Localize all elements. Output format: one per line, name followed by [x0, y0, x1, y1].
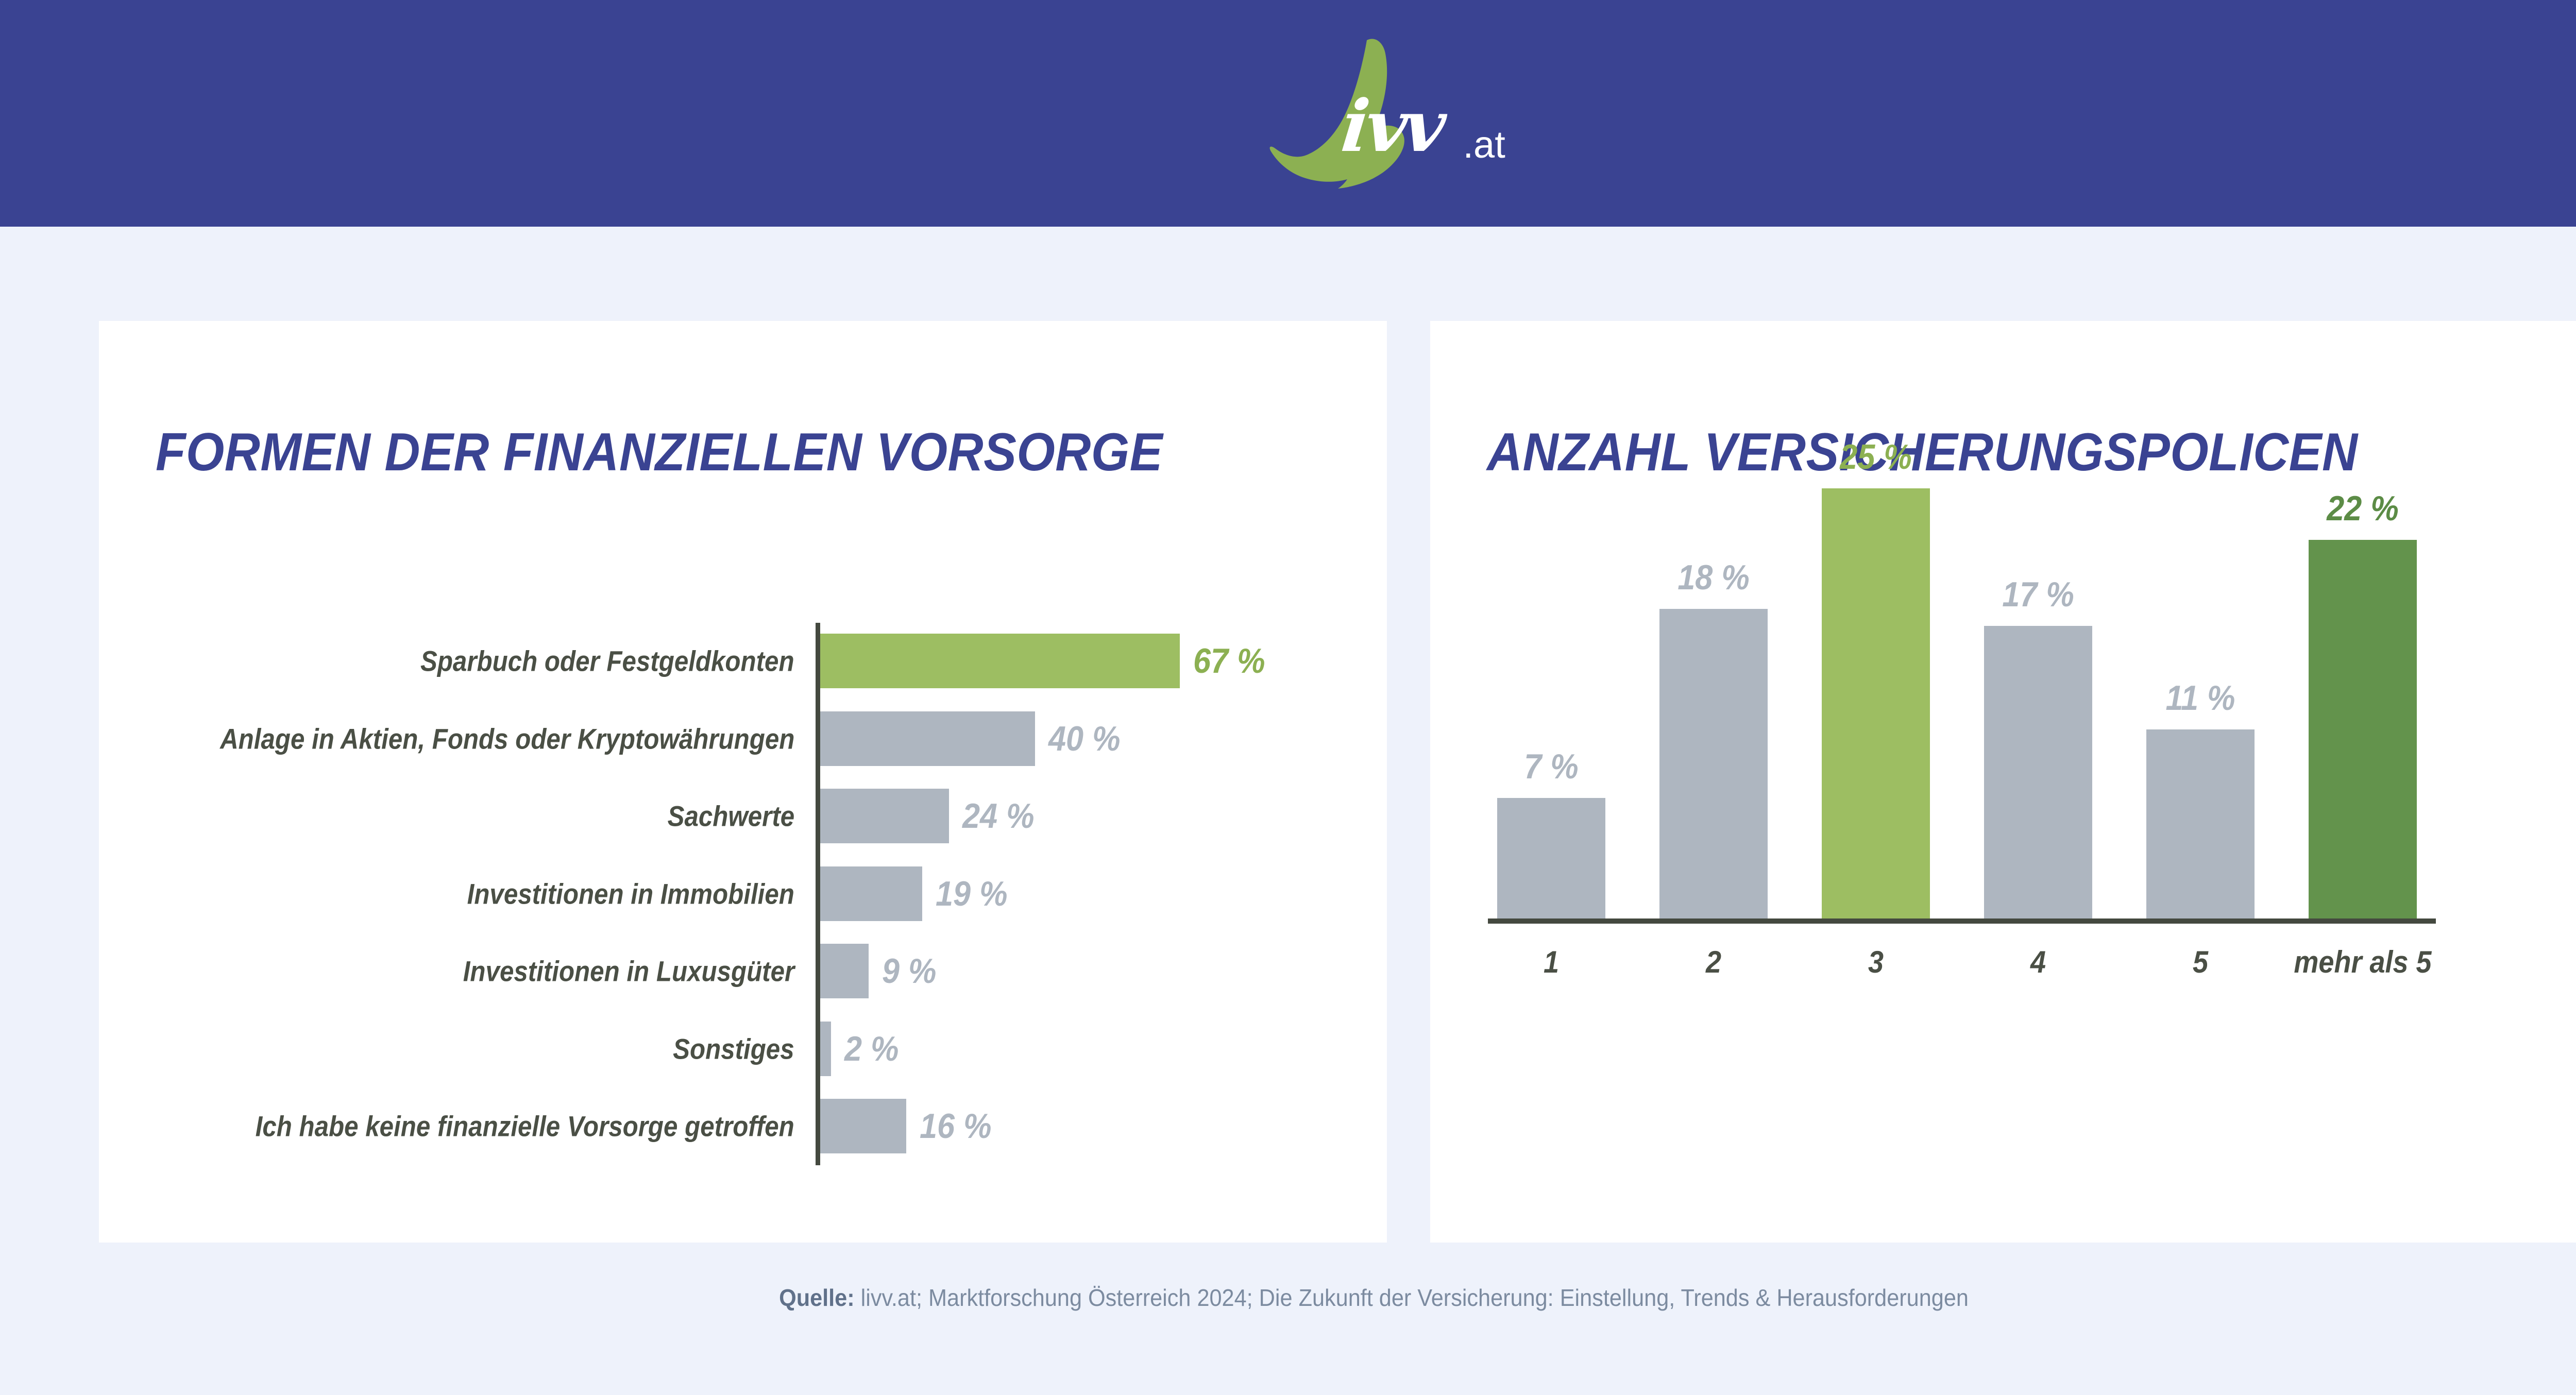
bar-segment — [820, 711, 1035, 766]
bar-row: Anlage in Aktien, Fonds oder Kryptowähru… — [99, 701, 1387, 777]
bar-category-label: Investitionen in Immobilien — [467, 877, 794, 910]
bar-row: Sparbuch oder Festgeldkonten 67 % — [99, 623, 1387, 699]
bar-category-label: Sachwerte — [667, 799, 794, 832]
column-value-label: 11 % — [2165, 678, 2235, 718]
vertical-bar-chart: 7 % 1 18 % 2 25 % 3 17 % 4 11 % 5 22 % mehr als 5 — [1430, 321, 2576, 1243]
bar-value-label: 9 % — [882, 951, 937, 991]
column-group: 17 % — [1984, 575, 2092, 918]
column-tick-label: 2 — [1705, 945, 1722, 979]
column-tick-label: 5 — [2192, 945, 2209, 979]
bar-row: Sachwerte 24 % — [99, 778, 1387, 854]
logo-wordmark: ivv — [1337, 84, 1447, 168]
column-tick-label: 4 — [2030, 945, 2046, 979]
card-anzahl-versicherungspolicen: ANZAHL VERSICHERUNGSPOLICEN 7 % 1 18 % 2 25 … — [1430, 321, 2576, 1243]
bar-segment — [820, 789, 950, 843]
column-segment — [1497, 798, 1605, 918]
column-tick-label: mehr als 5 — [2294, 945, 2432, 979]
source-label: Quelle: — [779, 1284, 855, 1311]
bar-row: Ich habe keine finanzielle Vorsorge getr… — [99, 1088, 1387, 1164]
card-formen-der-finanziellen-vorsorge: FORMEN DER FINANZIELLEN VORSORGE Sparbuc… — [99, 321, 1387, 1243]
column-group: 22 % — [2309, 489, 2417, 918]
column-value-label: 7 % — [1524, 747, 1579, 787]
category-axis-line — [1488, 918, 2436, 924]
left-chart-title: FORMEN DER FINANZIELLEN VORSORGE — [156, 422, 1163, 482]
logo-tld: .at — [1463, 123, 1505, 166]
bar-row: Investitionen in Immobilien 19 % — [99, 856, 1387, 932]
bar-value-label: 16 % — [919, 1107, 992, 1146]
bar-value-label: 40 % — [1048, 719, 1121, 758]
column-value-label: 25 % — [1840, 437, 1912, 477]
logo[interactable]: ivv .at — [1266, 36, 1505, 191]
right-chart-title: ANZAHL VERSICHERUNGSPOLICEN — [1487, 422, 2358, 482]
source-footer: Quelle: livv.at; Marktforschung Österrei… — [82, 1284, 2576, 1312]
bar-value-label: 24 % — [962, 796, 1035, 836]
value-axis-line — [816, 623, 820, 1165]
bar-category-label: Anlage in Aktien, Fonds oder Kryptowähru… — [219, 722, 794, 755]
column-value-label: 18 % — [1677, 557, 1750, 597]
column-group: 7 % — [1497, 747, 1605, 918]
bar-value-label: 2 % — [844, 1029, 899, 1068]
bar-segment — [820, 1021, 831, 1076]
column-segment — [1822, 488, 1930, 918]
column-segment — [2146, 729, 2255, 918]
source-text: livv.at; Marktforschung Österreich 2024;… — [854, 1284, 1969, 1311]
bar-value-label: 19 % — [935, 874, 1008, 913]
bar-category-label: Investitionen in Luxusgüter — [463, 955, 794, 988]
column-tick-label: 3 — [1868, 945, 1884, 979]
bird-swoosh-icon — [1269, 39, 1404, 189]
horizontal-bar-chart: Sparbuch oder Festgeldkonten 67 % Anlage i… — [99, 321, 1387, 1243]
column-value-label: 17 % — [2002, 575, 2074, 615]
bar-category-label: Sparbuch oder Festgeldkonten — [420, 644, 794, 677]
bar-segment — [820, 634, 1180, 688]
bar-row: Sonstiges 2 % — [99, 1011, 1387, 1087]
bar-category-label: Sonstiges — [673, 1032, 794, 1065]
column-group: 11 % — [2146, 678, 2255, 918]
column-tick-label: 1 — [1543, 945, 1560, 979]
bar-category-label: Ich habe keine finanzielle Vorsorge getr… — [255, 1110, 794, 1143]
column-value-label: 22 % — [2327, 489, 2399, 529]
column-group: 25 % — [1822, 437, 1930, 918]
page-body: FORMEN DER FINANZIELLEN VORSORGE Sparbuc… — [0, 227, 2576, 1395]
bar-row: Investitionen in Luxusgüter 9 % — [99, 933, 1387, 1009]
column-segment — [2309, 540, 2417, 918]
bar-segment — [820, 944, 869, 998]
bar-segment — [820, 1099, 906, 1153]
page-header: ivv .at — [0, 0, 2576, 227]
column-segment — [1659, 608, 1768, 918]
bar-segment — [820, 866, 922, 921]
bar-value-label: 67 % — [1193, 641, 1265, 681]
column-group: 18 % — [1659, 558, 1768, 918]
column-segment — [1984, 626, 2092, 918]
